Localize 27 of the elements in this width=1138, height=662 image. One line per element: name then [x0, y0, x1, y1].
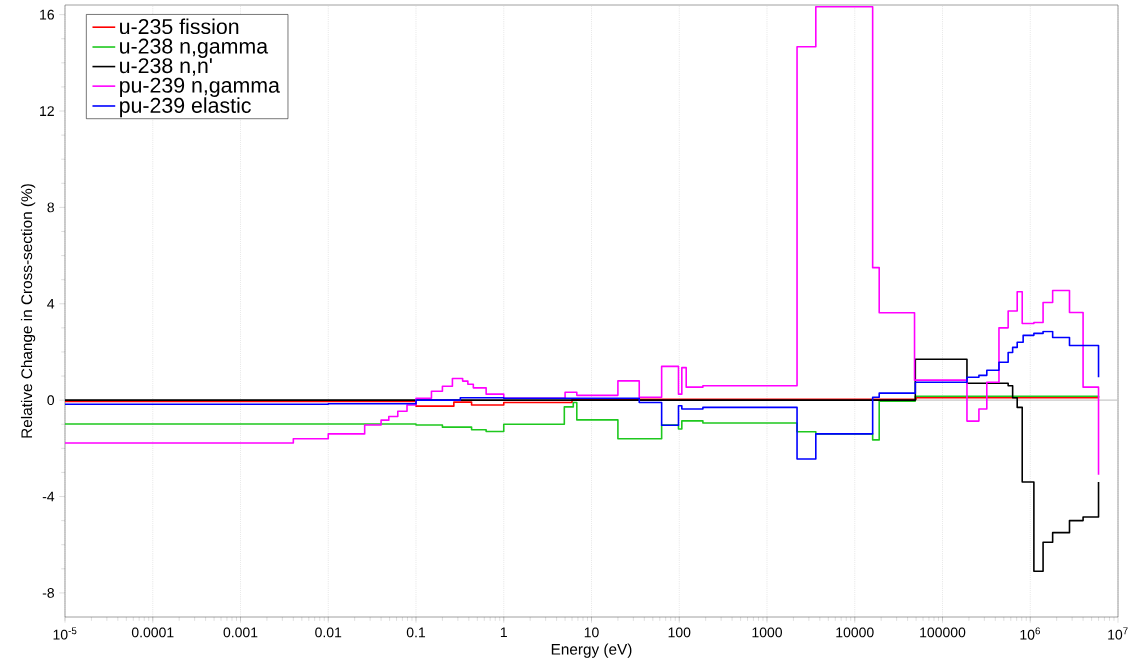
legend-label: u-235 fission	[120, 18, 239, 35]
x-tick-label: 10	[584, 627, 599, 638]
legend-label: u-238 n,n'	[120, 58, 212, 76]
x-tick-label: 1000	[752, 627, 783, 638]
y-tick-label: -4	[42, 491, 55, 502]
y-tick-label: 8	[47, 202, 54, 213]
y-tick-label: 4	[47, 298, 55, 309]
legend-label: pu-239 n,gamma	[120, 77, 280, 98]
y-tick-label: 16	[40, 9, 54, 20]
x-tick-label: 10$^{6}$	[1020, 627, 1040, 640]
y-tick-label: 12	[40, 106, 54, 116]
x-tick-label: 100	[668, 627, 691, 638]
y-tick-label: -8	[42, 587, 54, 598]
x-tick-label: 10$^{-5}$	[53, 627, 77, 640]
legend-label: u-238 n,gamma	[120, 38, 269, 58]
x-tick-label: 1	[500, 627, 507, 638]
x-tick-label: 0.1	[406, 627, 426, 638]
x-tick-label: 0.001	[223, 627, 258, 638]
x-axis-title: Energy (eV)	[551, 643, 632, 658]
y-tick-label: 0	[47, 395, 55, 406]
y-axis-title: Relative Change in Cross-section (%)	[20, 184, 36, 438]
x-tick-label: 10000	[836, 627, 874, 638]
x-tick-label: 0.0001	[131, 627, 174, 638]
legend-label: pu-239 elastic	[120, 97, 251, 118]
x-tick-label: 0.01	[315, 627, 342, 638]
x-tick-label: 10$^{7}$	[1108, 627, 1128, 640]
x-tick-label: 100000	[920, 627, 966, 638]
